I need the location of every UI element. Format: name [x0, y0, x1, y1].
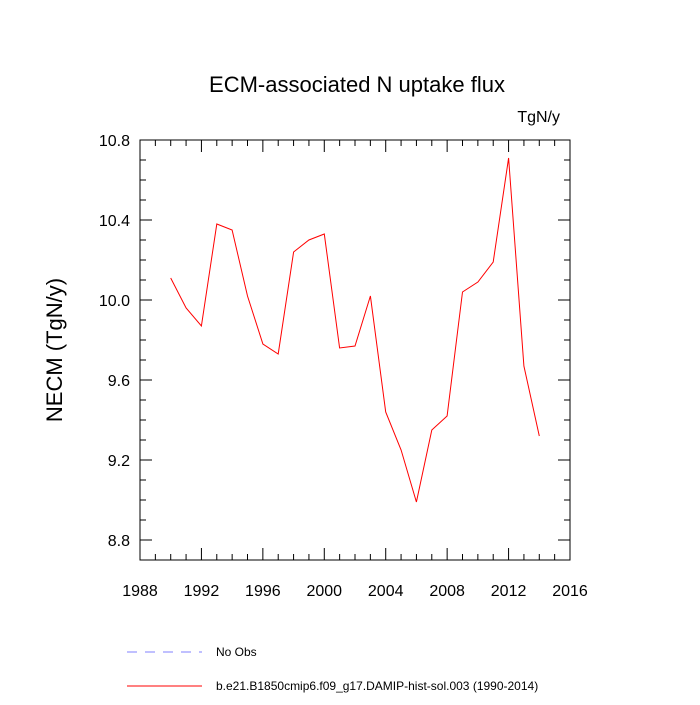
y-axis-label: NECM (TgN/y) — [42, 278, 67, 422]
x-tick-label: 2008 — [429, 583, 465, 600]
x-tick-label: 1996 — [245, 583, 281, 600]
plot-frame — [139, 139, 571, 561]
series-line-0 — [170, 157, 540, 503]
legend-label-no-obs: No Obs — [216, 645, 257, 659]
x-tick-label: 2012 — [491, 583, 527, 600]
x-tick-labels: 1988 1992 1996 2000 2004 2008 2012 2016 — [122, 583, 588, 600]
x-tick-label: 2016 — [552, 583, 588, 600]
y-tick-label: 9.2 — [108, 453, 130, 470]
legend: No Obs b.e21.B1850cmip6.f09_g17.DAMIP-hi… — [127, 645, 538, 693]
x-tick-label: 2004 — [368, 583, 404, 600]
units-label: TgN/y — [517, 109, 560, 126]
chart-title: ECM-associated N uptake flux — [209, 72, 505, 97]
x-tick-label: 1992 — [184, 583, 220, 600]
y-tick-label: 10.4 — [99, 213, 130, 230]
y-tick-label: 9.6 — [108, 373, 130, 390]
y-tick-label: 10.8 — [99, 133, 130, 150]
y-tick-label: 10.0 — [99, 293, 130, 310]
series-layer — [170, 157, 540, 503]
legend-label-model: b.e21.B1850cmip6.f09_g17.DAMIP-hist-sol.… — [216, 679, 538, 693]
y-tick-label: 8.8 — [108, 533, 130, 550]
x-tick-label: 2000 — [306, 583, 342, 600]
axis-ticks — [139, 139, 571, 561]
y-tick-labels: 8.8 9.2 9.6 10.0 10.4 10.8 — [99, 133, 130, 550]
x-tick-label: 1988 — [122, 583, 158, 600]
